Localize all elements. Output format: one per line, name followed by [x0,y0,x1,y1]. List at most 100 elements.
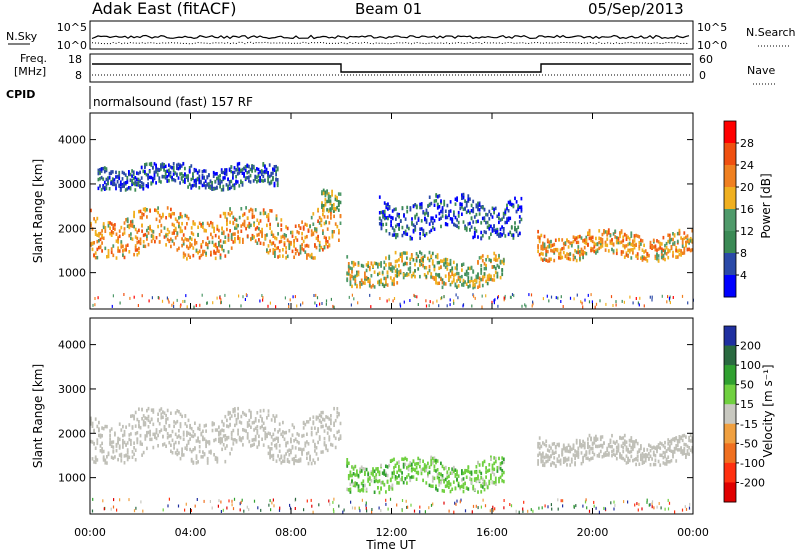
data-cell [490,457,492,461]
data-cell [197,436,199,440]
data-cell [179,181,181,185]
data-cell [566,256,568,260]
x-tick-label: 04:00 [175,526,207,539]
data-cell [246,432,249,436]
data-cell [457,225,460,230]
data-cell [266,223,268,228]
data-cell [113,178,116,182]
data-cell [478,463,481,467]
data-cell [318,221,321,225]
data-cell [420,251,423,256]
clutter-cell [582,305,584,309]
data-cell [96,438,99,442]
data-cell [211,183,213,188]
data-cell [337,208,340,212]
data-cell [101,441,103,446]
data-cell [298,459,300,463]
data-cell [253,214,255,219]
data-cell [205,429,207,433]
clutter-cell [414,295,416,298]
data-cell [410,462,413,467]
data-cell [260,169,263,173]
data-cell [195,168,197,173]
data-cell [415,477,418,481]
data-cell [294,247,297,251]
data-cell [558,442,560,447]
data-cell [128,225,131,230]
data-cell [401,256,403,260]
data-cell [354,262,357,266]
data-cell [261,424,263,429]
clutter-cell [409,299,411,302]
data-cell [540,453,543,457]
data-cell [184,237,187,241]
data-cell [241,183,244,187]
clutter-cell [493,299,495,303]
data-cell [567,443,570,447]
data-cell [688,446,690,450]
data-cell [668,238,671,243]
data-cell [163,168,165,172]
data-cell [187,185,189,189]
data-cell [301,231,303,236]
data-cell [469,476,471,481]
data-cell [282,234,284,239]
data-cell [417,218,420,222]
data-cell [254,168,257,173]
data-cell [286,226,289,231]
data-cell [133,224,135,229]
data-cell [561,247,564,251]
data-cell [440,216,442,220]
data-cell [375,467,378,471]
data-cell [462,262,465,266]
data-cell [678,228,681,233]
data-cell [681,451,684,456]
data-cell [206,243,209,247]
data-cell [318,435,321,439]
data-cell [168,179,170,183]
data-cell [254,417,257,421]
data-cell [662,256,665,261]
data-cell [446,267,449,271]
clutter-cell [615,303,617,307]
data-cell [240,207,243,211]
data-cell [176,163,178,167]
data-cell [572,446,575,450]
clutter-cell [228,499,230,503]
data-cell [285,234,287,238]
data-cell [493,251,496,256]
data-cell [242,237,244,242]
data-cell [399,477,402,482]
data-cell [462,489,465,494]
data-cell [601,240,604,244]
data-cell [148,162,151,166]
clutter-cell [550,295,553,299]
data-cell [168,424,171,428]
x-tick-label: 00:00 [74,526,106,539]
data-cell [304,422,307,427]
data-cell [641,239,644,243]
data-cell [491,470,494,474]
data-cell [171,438,174,442]
clutter-cell [562,499,564,503]
data-cell [286,449,289,453]
data-cell [157,412,159,416]
data-cell [502,261,505,266]
data-cell [137,180,140,185]
data-cell [269,222,271,227]
data-cell [593,241,596,246]
data-cell [250,410,252,415]
data-cell [478,256,481,260]
data-cell [623,233,626,237]
data-cell [686,239,689,244]
clutter-cell [429,300,431,304]
data-cell [176,448,179,453]
clutter-cell [357,301,359,305]
data-cell [609,239,612,243]
data-cell [320,414,323,419]
data-cell [396,268,399,272]
clutter-cell [538,506,540,510]
data-cell [457,271,460,276]
data-cell [235,218,238,222]
